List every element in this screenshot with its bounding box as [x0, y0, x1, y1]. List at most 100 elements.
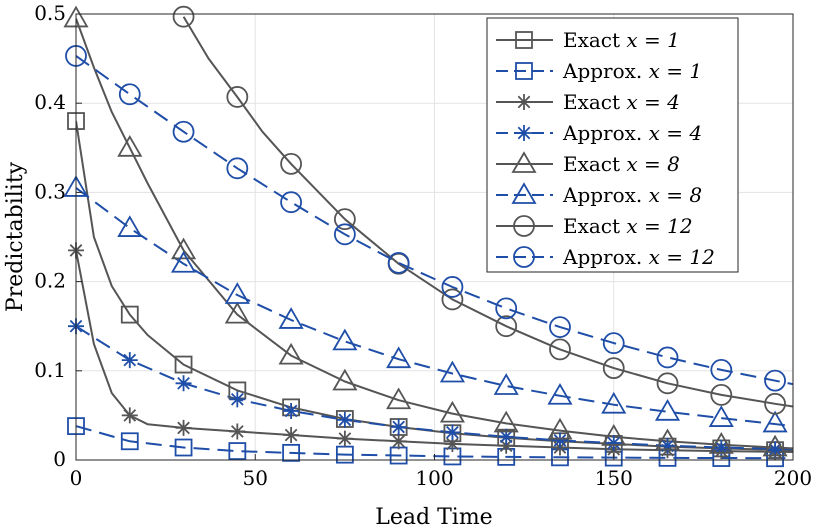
data-point-approx-x4: [121, 352, 138, 369]
series-line-approx-x1: [76, 425, 793, 460]
data-point-exact-x8: [117, 135, 143, 157]
legend-series-param: x = 1: [649, 59, 702, 83]
data-point-approx-x12: [602, 332, 625, 355]
series-line-exact-x8: [76, 18, 793, 450]
data-point-approx-x4: [390, 418, 407, 435]
legend-marker: [511, 182, 537, 204]
data-point-exact-x8: [332, 368, 358, 391]
data-point-approx-x12: [118, 83, 141, 106]
y-axis-label: Predictability: [3, 161, 28, 312]
data-point-exact-x12: [172, 5, 195, 28]
data-point-approx-x12: [764, 369, 786, 392]
data-point-approx-x8: [547, 382, 573, 405]
data-point-approx-x4: [229, 391, 246, 408]
data-point-exact-x12: [280, 152, 303, 175]
data-point-approx-x12: [441, 276, 464, 298]
data-point-approx-x8: [278, 307, 304, 329]
y-tick-label: 0.5: [34, 1, 66, 25]
legend-series-name: Approx.: [562, 121, 649, 145]
data-point-approx-x12: [226, 157, 249, 180]
data-point-exact-x8: [601, 424, 627, 446]
legend-entry-label: Approx. x = 4: [562, 121, 702, 145]
data-point-exact-x4: [336, 430, 353, 447]
data-point-exact-x8: [439, 400, 465, 423]
data-point-exact-x12: [656, 372, 679, 395]
data-point-approx-x8: [170, 250, 197, 273]
legend-marker: [515, 62, 533, 80]
data-point-exact-x8: [547, 417, 573, 440]
legend-series-name: Exact: [563, 152, 626, 176]
data-point-approx-x4: [713, 439, 730, 456]
y-tick-label: 0.2: [34, 269, 66, 293]
legend-series-name: Exact: [563, 90, 626, 114]
legend-series-param: x = 4: [626, 90, 679, 114]
data-point-exact-x1: [120, 305, 139, 324]
data-point-approx-x12: [656, 346, 679, 369]
data-point-exact-x4: [229, 423, 246, 440]
data-point-exact-x8: [708, 432, 734, 454]
x-tick-label: 100: [415, 466, 453, 490]
data-point-approx-x12: [333, 223, 356, 246]
y-tick-label: 0.4: [34, 90, 66, 114]
data-point-approx-x1: [174, 438, 193, 457]
data-point-approx-x4: [605, 435, 622, 452]
data-point-exact-x12: [549, 338, 571, 361]
data-point-exact-x8: [762, 434, 788, 457]
x-axis-label: Lead Time: [375, 505, 492, 530]
data-point-approx-x4: [498, 428, 515, 445]
data-point-approx-x8: [332, 328, 358, 351]
x-tick-label: 50: [243, 466, 268, 490]
data-point-approx-x1: [282, 443, 301, 462]
data-point-exact-x12: [441, 288, 464, 311]
data-point-approx-x1: [335, 445, 354, 464]
markers-layer: [63, 5, 788, 468]
legend-series-param: x = 8: [649, 183, 702, 207]
data-point-approx-x12: [172, 120, 195, 143]
data-point-approx-x8: [762, 410, 788, 433]
data-point-approx-x4: [283, 402, 300, 419]
legend-series-name: Approx.: [562, 183, 649, 207]
legend-marker: [516, 94, 532, 110]
data-point-exact-x8: [493, 410, 519, 433]
legend-series-name: Approx.: [562, 245, 649, 269]
data-point-approx-x12: [495, 297, 518, 320]
legend-entry-label: Exact x = 4: [563, 90, 680, 114]
legend-entry-label: Exact x = 1: [563, 28, 680, 52]
data-point-exact-x4: [283, 427, 300, 444]
data-point-exact-x8: [654, 428, 681, 451]
data-point-exact-x8: [224, 301, 250, 324]
legend-entry-label: Exact x = 12: [563, 214, 693, 238]
y-tick-label: 0.1: [34, 358, 66, 382]
legend-series-param: x = 1: [626, 28, 679, 52]
legend-entry-label: Approx. x = 12: [562, 245, 715, 269]
data-point-approx-x8: [654, 399, 681, 421]
data-point-exact-x12: [764, 392, 786, 415]
y-tick-label: 0: [53, 447, 66, 471]
data-point-approx-x12: [387, 251, 410, 274]
data-point-approx-x1: [228, 442, 247, 460]
data-point-approx-x8: [601, 391, 627, 414]
legend-marker: [513, 215, 535, 237]
data-point-exact-x4: [121, 407, 138, 424]
data-point-approx-x4: [659, 437, 676, 454]
legend-marker: [515, 31, 533, 49]
data-point-exact-x8: [278, 342, 304, 365]
data-point-approx-x8: [439, 360, 465, 383]
legend-series-param: x = 8: [626, 152, 679, 176]
data-point-exact-x12: [602, 357, 625, 380]
legend-series-param: x = 4: [649, 121, 702, 145]
data-point-exact-x12: [226, 86, 249, 108]
legend-series-param: x = 12: [626, 214, 692, 238]
tick-labels: 0 50 100 150 200 0 0.1 0.2 0.3 0.4 0.5: [34, 1, 812, 490]
data-point-exact-x4: [444, 435, 461, 452]
data-point-exact-x12: [710, 383, 733, 406]
data-point-exact-x4: [498, 437, 515, 454]
legend-series-name: Approx.: [562, 59, 649, 83]
legend-entry-label: Approx. x = 8: [562, 183, 702, 207]
legend-box: [486, 17, 739, 273]
data-point-exact-x8: [170, 237, 197, 260]
data-point-approx-x4: [444, 424, 461, 441]
data-point-approx-x8: [386, 346, 412, 369]
